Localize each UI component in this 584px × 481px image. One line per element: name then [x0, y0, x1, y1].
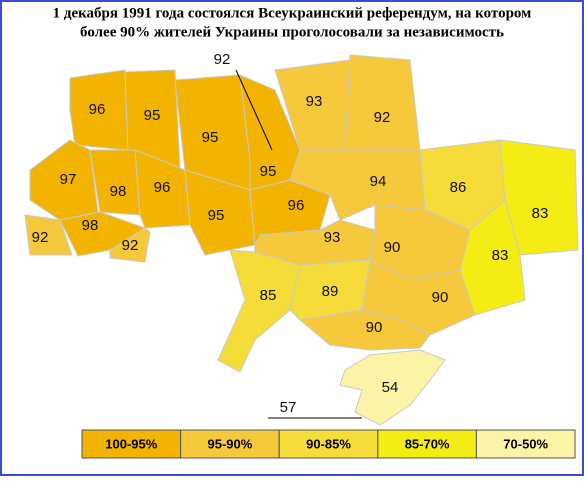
region — [69, 69, 129, 151]
region — [109, 227, 151, 263]
region-label: 96 — [154, 179, 171, 196]
region-label: 86 — [450, 179, 467, 196]
region-label: 89 — [322, 283, 339, 300]
region-label: 83 — [492, 247, 509, 264]
region-label: 90 — [432, 289, 449, 306]
region-label: 83 — [532, 205, 549, 222]
region-label: 92 — [122, 237, 139, 254]
region-label: 92 — [32, 229, 49, 246]
region-label: 57 — [280, 399, 297, 416]
region-label: 95 — [208, 207, 225, 224]
region — [339, 349, 446, 426]
legend-label: 95-90% — [207, 436, 252, 451]
region — [499, 139, 579, 256]
region-label: 90 — [384, 239, 401, 256]
region — [134, 149, 191, 229]
region — [344, 54, 421, 151]
region-label: 96 — [89, 101, 106, 118]
region-label: 90 — [366, 319, 383, 336]
region-label: 98 — [110, 183, 127, 200]
legend: 100-95% 95-90% 90-85% 85-70% 70-50% — [81, 429, 576, 459]
region-label: 94 — [370, 173, 387, 190]
callout-line — [235, 69, 273, 151]
region-label: 92 — [374, 109, 391, 126]
legend-swatch — [81, 429, 182, 459]
region — [24, 214, 73, 256]
region — [217, 249, 301, 373]
region-label: 92 — [214, 51, 231, 68]
region-label: 93 — [324, 229, 341, 246]
legend-swatch — [377, 429, 477, 459]
legend-label: 100-95% — [105, 436, 157, 451]
title-line: 1 декабря 1991 года состоялся Всеукраинс… — [53, 5, 532, 21]
region-label: 54 — [382, 379, 399, 396]
region-label: 85 — [260, 287, 277, 304]
region-label: 95 — [144, 107, 161, 124]
region-label: 98 — [82, 217, 99, 234]
region-labels: 96 95 95 95 92 93 92 94 86 83 83 97 98 96 95 96 93 90 92 98… — [32, 51, 549, 416]
region-label: 97 — [60, 171, 77, 188]
region-label: 95 — [202, 129, 219, 146]
region-label: 93 — [306, 93, 323, 110]
region-label: 96 — [288, 197, 305, 214]
legend-label: 70-50% — [503, 436, 548, 451]
legend-label: 85-70% — [405, 436, 450, 451]
legend-swatch — [278, 429, 379, 459]
legend-label: 90-85% — [306, 436, 351, 451]
legend-swatch — [475, 429, 576, 459]
title-line: более 90% жителей Украины проголосовали … — [80, 24, 504, 40]
region — [298, 309, 431, 351]
map — [24, 54, 579, 426]
region-label: 95 — [260, 163, 277, 180]
